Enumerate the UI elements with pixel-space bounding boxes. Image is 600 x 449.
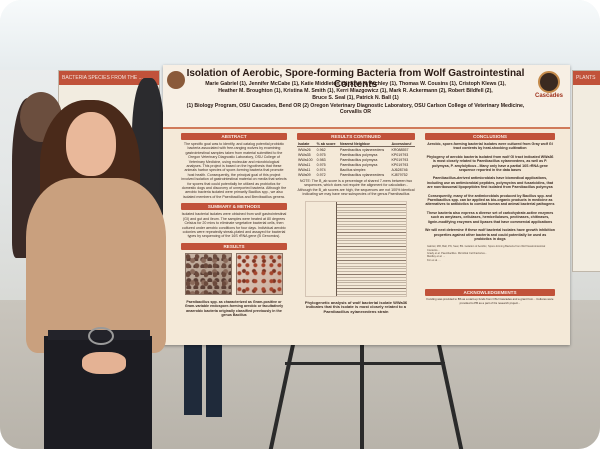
table-header: Nearest Neighbor xyxy=(338,142,391,147)
poster-header: Isolation of Aerobic, Spore-forming Bact… xyxy=(163,65,570,129)
window-pane xyxy=(330,0,443,70)
logo-text: Cascades xyxy=(534,93,564,99)
table-cell: Paenibacillus xylanexedens xyxy=(339,172,385,177)
microscopy-image xyxy=(185,252,232,295)
conclusion-item: These bacteria also express a diverse se… xyxy=(426,210,554,224)
table-cell: WWa26 xyxy=(298,147,311,152)
section-header-results: RESULTS xyxy=(181,242,287,250)
table-cell: Paenibacillus polymyxa xyxy=(339,152,378,157)
university-seal-icon xyxy=(538,71,560,93)
tree-caption: Phylogenetic analysis of wolf bacterial … xyxy=(304,299,408,315)
microscopy-caption: Paenibacillus spp. as characterized as G… xyxy=(184,299,284,317)
table-cell: WWa09 xyxy=(298,172,311,177)
table-cell: 0.975 xyxy=(316,162,326,167)
person-hands xyxy=(82,352,126,374)
background-person-legs xyxy=(206,345,222,417)
table-header: Isolate xyxy=(297,142,316,147)
conclusion-item: We will next determine if these wolf bac… xyxy=(425,228,555,241)
window-pane xyxy=(440,0,600,70)
table-cell: 0.972 xyxy=(316,172,326,177)
window-pane xyxy=(220,0,333,70)
acknowledgements-text: Funding was provided to BS as a start-up… xyxy=(426,297,554,305)
conclusion-item: Paenibacillus-derived antimicrobials hav… xyxy=(426,176,554,190)
microscopy-image xyxy=(236,252,283,295)
section-header-abstract: ABSTRACT xyxy=(181,133,287,140)
poster-column-right: CONCLUSIONS Aerobic, spore-forming bacte… xyxy=(425,133,555,309)
easel-crossbar xyxy=(285,362,445,365)
poster-column-left: ABSTRACT The specific goal was to identi… xyxy=(181,133,287,321)
poster-authors-line: Heather M. Broughton (1), Kristina M. Sm… xyxy=(218,88,493,94)
table-row: WWa11 0.975 Paenibacillus polymyxa KP019793 xyxy=(297,162,415,167)
table-row: WWa100 0.983 Paenibacillus polymyxa KP01979… xyxy=(297,157,415,162)
poster-column-middle: RESULTS CONTINUED Isolate % ab score Nea… xyxy=(297,133,415,319)
table-row: WWa11 0.974 Bacillus simplex AJ628746 xyxy=(297,167,415,172)
table-cell: Paenibacillus polymyxa xyxy=(339,162,378,167)
belt-buckle-icon xyxy=(88,327,114,345)
table-header: % ab score xyxy=(315,142,339,147)
table-cell: WWa35 xyxy=(298,152,311,157)
table-cell: KR088557 xyxy=(391,147,409,152)
background-poster-title: PLANTS xyxy=(576,75,596,81)
table-cell: WWa11 xyxy=(298,162,311,167)
research-poster: Isolation of Aerobic, Spore-forming Bact… xyxy=(163,65,570,345)
conclusion-item: Phylogeny of aerobic bacteria isolated f… xyxy=(426,154,554,173)
table-row: WWa26 0.962 Paenibacillus xylanexedens KR08… xyxy=(297,147,415,153)
table-cell: 0.962 xyxy=(316,147,326,152)
window-pane xyxy=(110,0,223,70)
osu-cascades-logo: Cascades xyxy=(532,71,566,111)
poster-authors-line: Marie Gabriel (1), Jennifer McCabe (1), … xyxy=(205,81,506,87)
table-cell: 0.975 xyxy=(316,152,326,157)
table-cell: Paenibacillus xylanexedens xyxy=(339,147,385,152)
table-cell: KP019793 xyxy=(391,162,409,167)
background-poster-title: BACTERIA SPECIES FROM THE ... xyxy=(62,75,143,81)
section-header-acknowledgements: ACKNOWLEDGEMENTS xyxy=(425,289,555,297)
references-text: Gabriel, MR, Ball, PN, Seal, BS. Isolati… xyxy=(427,245,546,262)
person-face xyxy=(66,112,116,176)
table-cell: Paenibacillus polymyxa xyxy=(339,157,378,162)
table-cell: WWa100 xyxy=(298,157,313,162)
table-cell: Bacillus simplex xyxy=(339,167,366,172)
table-header: Accession# xyxy=(390,142,415,147)
table-row: WWa09 0.972 Paenibacillus xylanexedens KJ87… xyxy=(297,172,415,177)
section-header-conclusions: CONCLUSIONS xyxy=(425,133,555,140)
table-cell: AJ628746 xyxy=(391,167,408,172)
abstract-text: The specific goal was to identify, and c… xyxy=(181,142,287,199)
table-cell: 0.983 xyxy=(316,157,326,162)
table-cell: KP019793 xyxy=(391,157,409,162)
results-note: NOTE: The B_ab score is a percentage of … xyxy=(297,179,415,197)
conclusion-item: Consequently, many of the antimicrobials… xyxy=(425,193,555,207)
table-cell: KJ879752 xyxy=(391,172,408,177)
background-person-legs xyxy=(184,345,202,415)
poster-affiliations: (1) Biology Program, OSU Cascades, Bend … xyxy=(186,103,525,116)
section-header-results-continued: RESULTS CONTINUED xyxy=(297,133,415,140)
methods-text: Isolated bacterial isolates were obtaine… xyxy=(181,212,287,239)
table-row: WWa35 0.975 Paenibacillus polymyxa KP019793 xyxy=(297,152,415,157)
phylogenetic-tree-figure xyxy=(305,200,407,297)
background-poster: PLANTS xyxy=(572,70,600,272)
left-logo-icon xyxy=(167,71,185,89)
table-cell: 0.974 xyxy=(316,167,326,172)
poster-authors-line: Bruce S. Seal (1), Patrick N. Ball (1) xyxy=(312,95,399,101)
poster-title: Isolation of Aerobic, Spore-forming Bact… xyxy=(186,68,525,90)
section-header-methods: SUMMARY & METHODS xyxy=(181,203,287,211)
results-table: Isolate % ab score Nearest Neighbor Acce… xyxy=(297,142,415,177)
conclusion-item: Aerobic, spore-forming bacterial isolate… xyxy=(427,142,553,151)
easel-leg xyxy=(360,340,364,449)
table-cell: WWa11 xyxy=(298,167,311,172)
person-sweater xyxy=(26,178,166,353)
window-pane xyxy=(0,0,113,70)
table-cell: KP019793 xyxy=(391,152,409,157)
